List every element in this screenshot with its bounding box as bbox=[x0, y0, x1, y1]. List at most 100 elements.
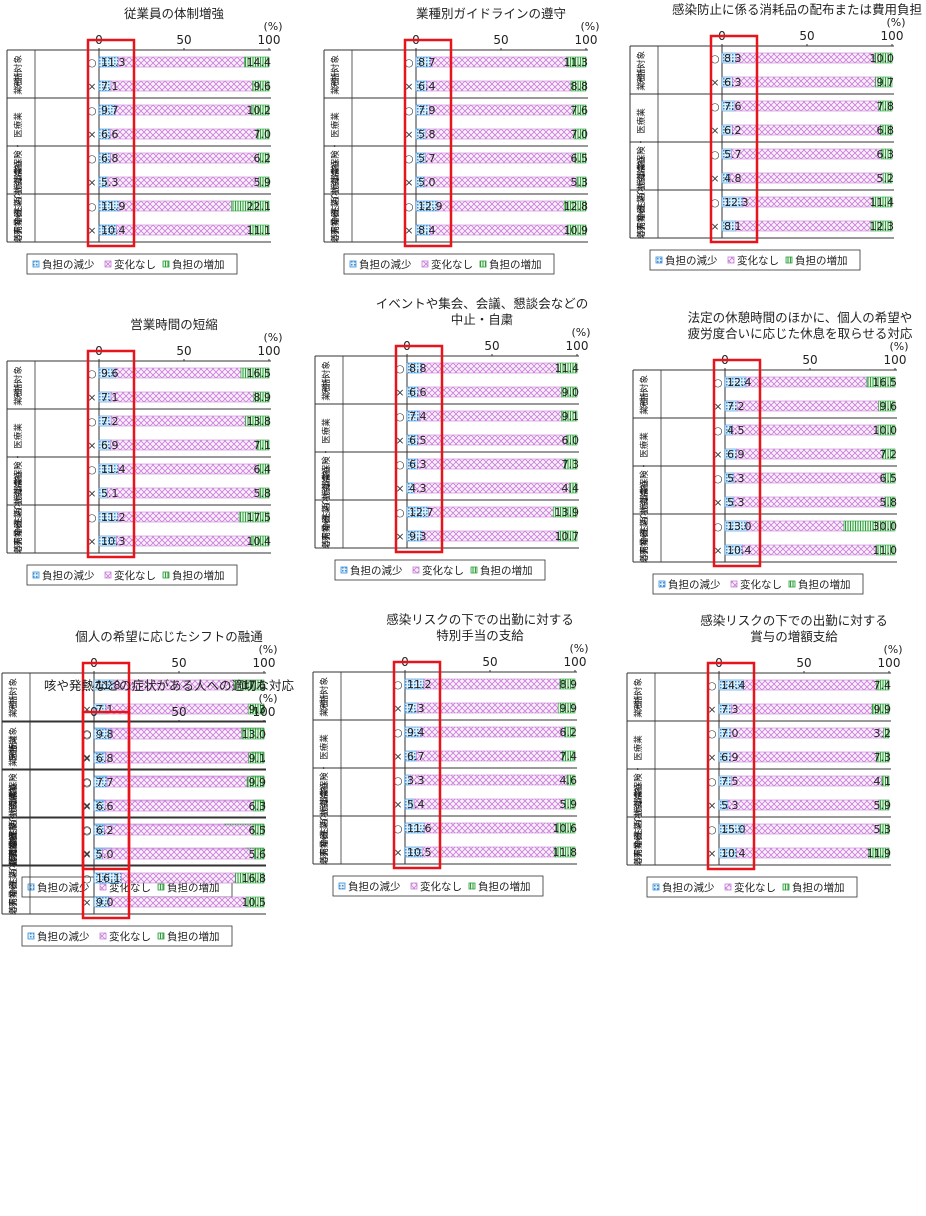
row-mark: ○ bbox=[87, 416, 96, 428]
data-label-decrease: 9.0 bbox=[96, 896, 114, 909]
bar-increase bbox=[868, 847, 890, 859]
group-label: 等) bbox=[639, 550, 650, 562]
bar-nochange bbox=[422, 846, 556, 858]
bar-increase bbox=[252, 824, 265, 836]
row-mark: ○ bbox=[710, 53, 719, 65]
row-mark: × bbox=[714, 401, 723, 413]
row-mark: × bbox=[83, 897, 92, 909]
legend-label: 負担の減少 bbox=[662, 881, 715, 894]
data-label-increase: 10.2 bbox=[247, 104, 272, 117]
row-mark: ○ bbox=[393, 727, 402, 739]
data-label-decrease: 7.7 bbox=[96, 776, 114, 789]
group-label: 売業(生活 bbox=[13, 197, 24, 235]
legend-swatch bbox=[479, 260, 487, 268]
group-label: 医療業 bbox=[633, 735, 644, 761]
legend-swatch bbox=[652, 883, 660, 891]
x-tick-label: 50 bbox=[796, 656, 811, 670]
bar-increase bbox=[880, 124, 893, 136]
legend-swatch bbox=[468, 882, 476, 890]
bar-increase bbox=[566, 434, 578, 446]
row-mark: ○ bbox=[713, 377, 722, 389]
data-label-decrease: 7.1 bbox=[101, 391, 119, 404]
data-label-increase: 22.1 bbox=[247, 200, 272, 213]
legend-swatch bbox=[99, 932, 107, 940]
bar-increase bbox=[875, 76, 893, 88]
bar-nochange bbox=[116, 535, 252, 547]
percent-unit-label: (%) bbox=[883, 643, 902, 656]
bar-nochange bbox=[104, 800, 254, 812]
legend-swatch bbox=[162, 571, 170, 579]
data-label-decrease: 11.4 bbox=[101, 463, 126, 476]
legend-label: 負担の減少 bbox=[42, 258, 95, 271]
group-label: 必需物資 bbox=[13, 520, 24, 554]
bar-increase bbox=[256, 439, 270, 451]
data-label-decrease: 5.3 bbox=[101, 176, 119, 189]
chart-title: 中止・自粛 bbox=[451, 312, 514, 327]
group-label: 分析対象 bbox=[639, 375, 650, 410]
group-label: 分析対象 bbox=[319, 677, 330, 712]
data-label-decrease: 15.0 bbox=[721, 823, 746, 836]
bar-increase bbox=[561, 410, 578, 422]
legend-swatch bbox=[157, 883, 165, 891]
group-label: 必需物資 bbox=[8, 832, 19, 866]
legend-swatch bbox=[157, 932, 165, 940]
row-mark: ○ bbox=[87, 201, 96, 213]
group-label: 売業(生活 bbox=[321, 503, 332, 541]
group-label: 社会保険・ bbox=[8, 765, 19, 808]
highlight-frame bbox=[81, 710, 131, 920]
group-label: 必需物資 bbox=[319, 831, 330, 865]
bar-nochange bbox=[736, 847, 870, 859]
row-mark: × bbox=[83, 704, 92, 716]
bar-increase bbox=[871, 703, 890, 715]
group-label: 小売業(小 bbox=[8, 810, 19, 848]
data-label-decrease: 7.2 bbox=[101, 415, 119, 428]
data-label-decrease: 12.9 bbox=[418, 200, 443, 213]
percent-unit-label: (%) bbox=[886, 16, 905, 29]
percent-unit-label: (%) bbox=[569, 642, 588, 655]
x-tick-label: 100 bbox=[566, 339, 589, 353]
data-label-increase: 5.6 bbox=[249, 848, 267, 861]
bar-increase bbox=[881, 775, 890, 787]
group-label: 小売業(小 bbox=[321, 493, 332, 531]
bar-nochange bbox=[118, 200, 232, 212]
legend-label: 負担の減少 bbox=[37, 930, 90, 943]
row-mark: × bbox=[396, 531, 405, 543]
chart-panel-1: 従業員の体制増強(%)0 50 100分析対象業種計医療業社会保険・社会福祉・介護事… bbox=[6, 6, 283, 275]
bar-increase bbox=[557, 362, 578, 374]
bar-nochange bbox=[425, 152, 576, 164]
row-mark: ○ bbox=[87, 464, 96, 476]
group-label: 介護事業 bbox=[639, 486, 650, 521]
bar-nochange bbox=[426, 80, 572, 92]
bar-increase bbox=[254, 848, 265, 860]
highlight-frame bbox=[86, 349, 136, 559]
legend-label: 変化なし bbox=[737, 254, 779, 267]
x-tick-label: 50 bbox=[484, 339, 499, 353]
data-label-decrease: 6.6 bbox=[96, 800, 114, 813]
chart-title: 営業時間の短縮 bbox=[130, 317, 218, 332]
data-label-decrease: 5.1 bbox=[101, 487, 119, 500]
bar-increase bbox=[246, 776, 265, 788]
bar-increase bbox=[877, 424, 896, 436]
data-label-decrease: 11.6 bbox=[407, 822, 432, 835]
group-label: 業種計 bbox=[8, 692, 19, 718]
bar-nochange bbox=[107, 487, 260, 499]
row-mark: ○ bbox=[82, 777, 91, 789]
x-tick-label: 50 bbox=[176, 344, 191, 358]
bar-increase bbox=[559, 678, 576, 690]
data-label-decrease: 9.3 bbox=[409, 530, 427, 543]
chart-title: 咳や発熱などの症状がある人への適切な対応 bbox=[44, 678, 295, 693]
data-label-increase: 9.9 bbox=[560, 702, 578, 715]
data-label-increase: 7.2 bbox=[880, 448, 898, 461]
data-label-increase: 5.9 bbox=[560, 798, 578, 811]
data-label-increase: 13.8 bbox=[247, 415, 272, 428]
group-label: 分析対象 bbox=[8, 727, 19, 762]
row-mark: × bbox=[714, 545, 723, 557]
row-mark: × bbox=[714, 497, 723, 509]
bar-increase bbox=[251, 104, 270, 116]
data-label-increase: 11.8 bbox=[553, 846, 578, 859]
row-mark: ○ bbox=[404, 153, 413, 165]
group-label: 売業(生活 bbox=[319, 819, 330, 857]
row-mark: × bbox=[405, 129, 414, 141]
